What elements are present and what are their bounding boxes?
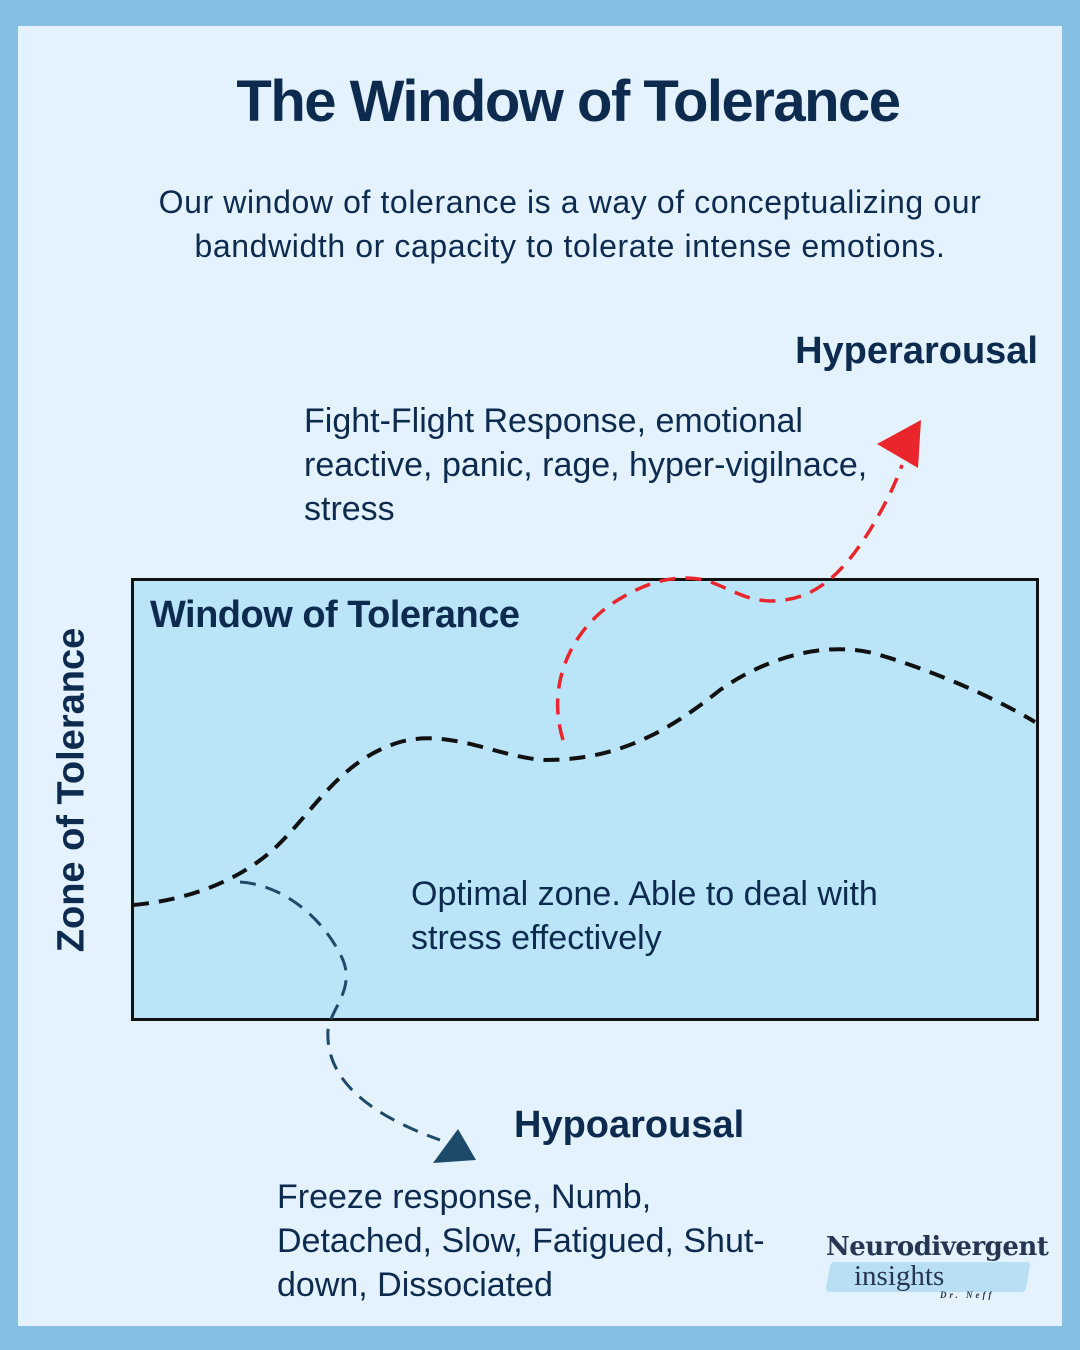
window-of-tolerance-box: [131, 578, 1039, 1021]
arousal-baseline-curve: [132, 647, 1037, 907]
logo-line-2: insights: [854, 1260, 945, 1292]
hyperarousal-arrowhead: [877, 420, 921, 468]
optimal-zone-text: Optimal zone. Able to deal with stress e…: [411, 875, 878, 957]
intro-text: Our window of tolerance is a way of conc…: [158, 184, 982, 264]
page-title: The Window of Tolerance: [236, 69, 901, 134]
hyperarousal-title: Hyperarousal: [795, 330, 1038, 372]
hyperarousal-description: Fight-Flight Response, emotional reactiv…: [304, 402, 868, 528]
logo-line-1: Neurodivergent: [826, 1232, 1049, 1262]
hypoarousal-arrowhead: [433, 1129, 476, 1163]
hypoarousal-title: Hypoarousal: [514, 1104, 745, 1146]
neurodivergent-insights-logo: Neurodivergent insights Dr. Neff: [824, 1232, 1064, 1304]
window-of-tolerance-label: Window of Tolerance: [150, 594, 520, 636]
hyperarousal-arrow-path: [555, 464, 904, 741]
logo-line-3: Dr. Neff: [940, 1290, 995, 1300]
hypoarousal-description: Freeze response, Numb, Detached, Slow, F…: [277, 1178, 765, 1304]
hypoarousal-arrow-path: [239, 880, 441, 1142]
